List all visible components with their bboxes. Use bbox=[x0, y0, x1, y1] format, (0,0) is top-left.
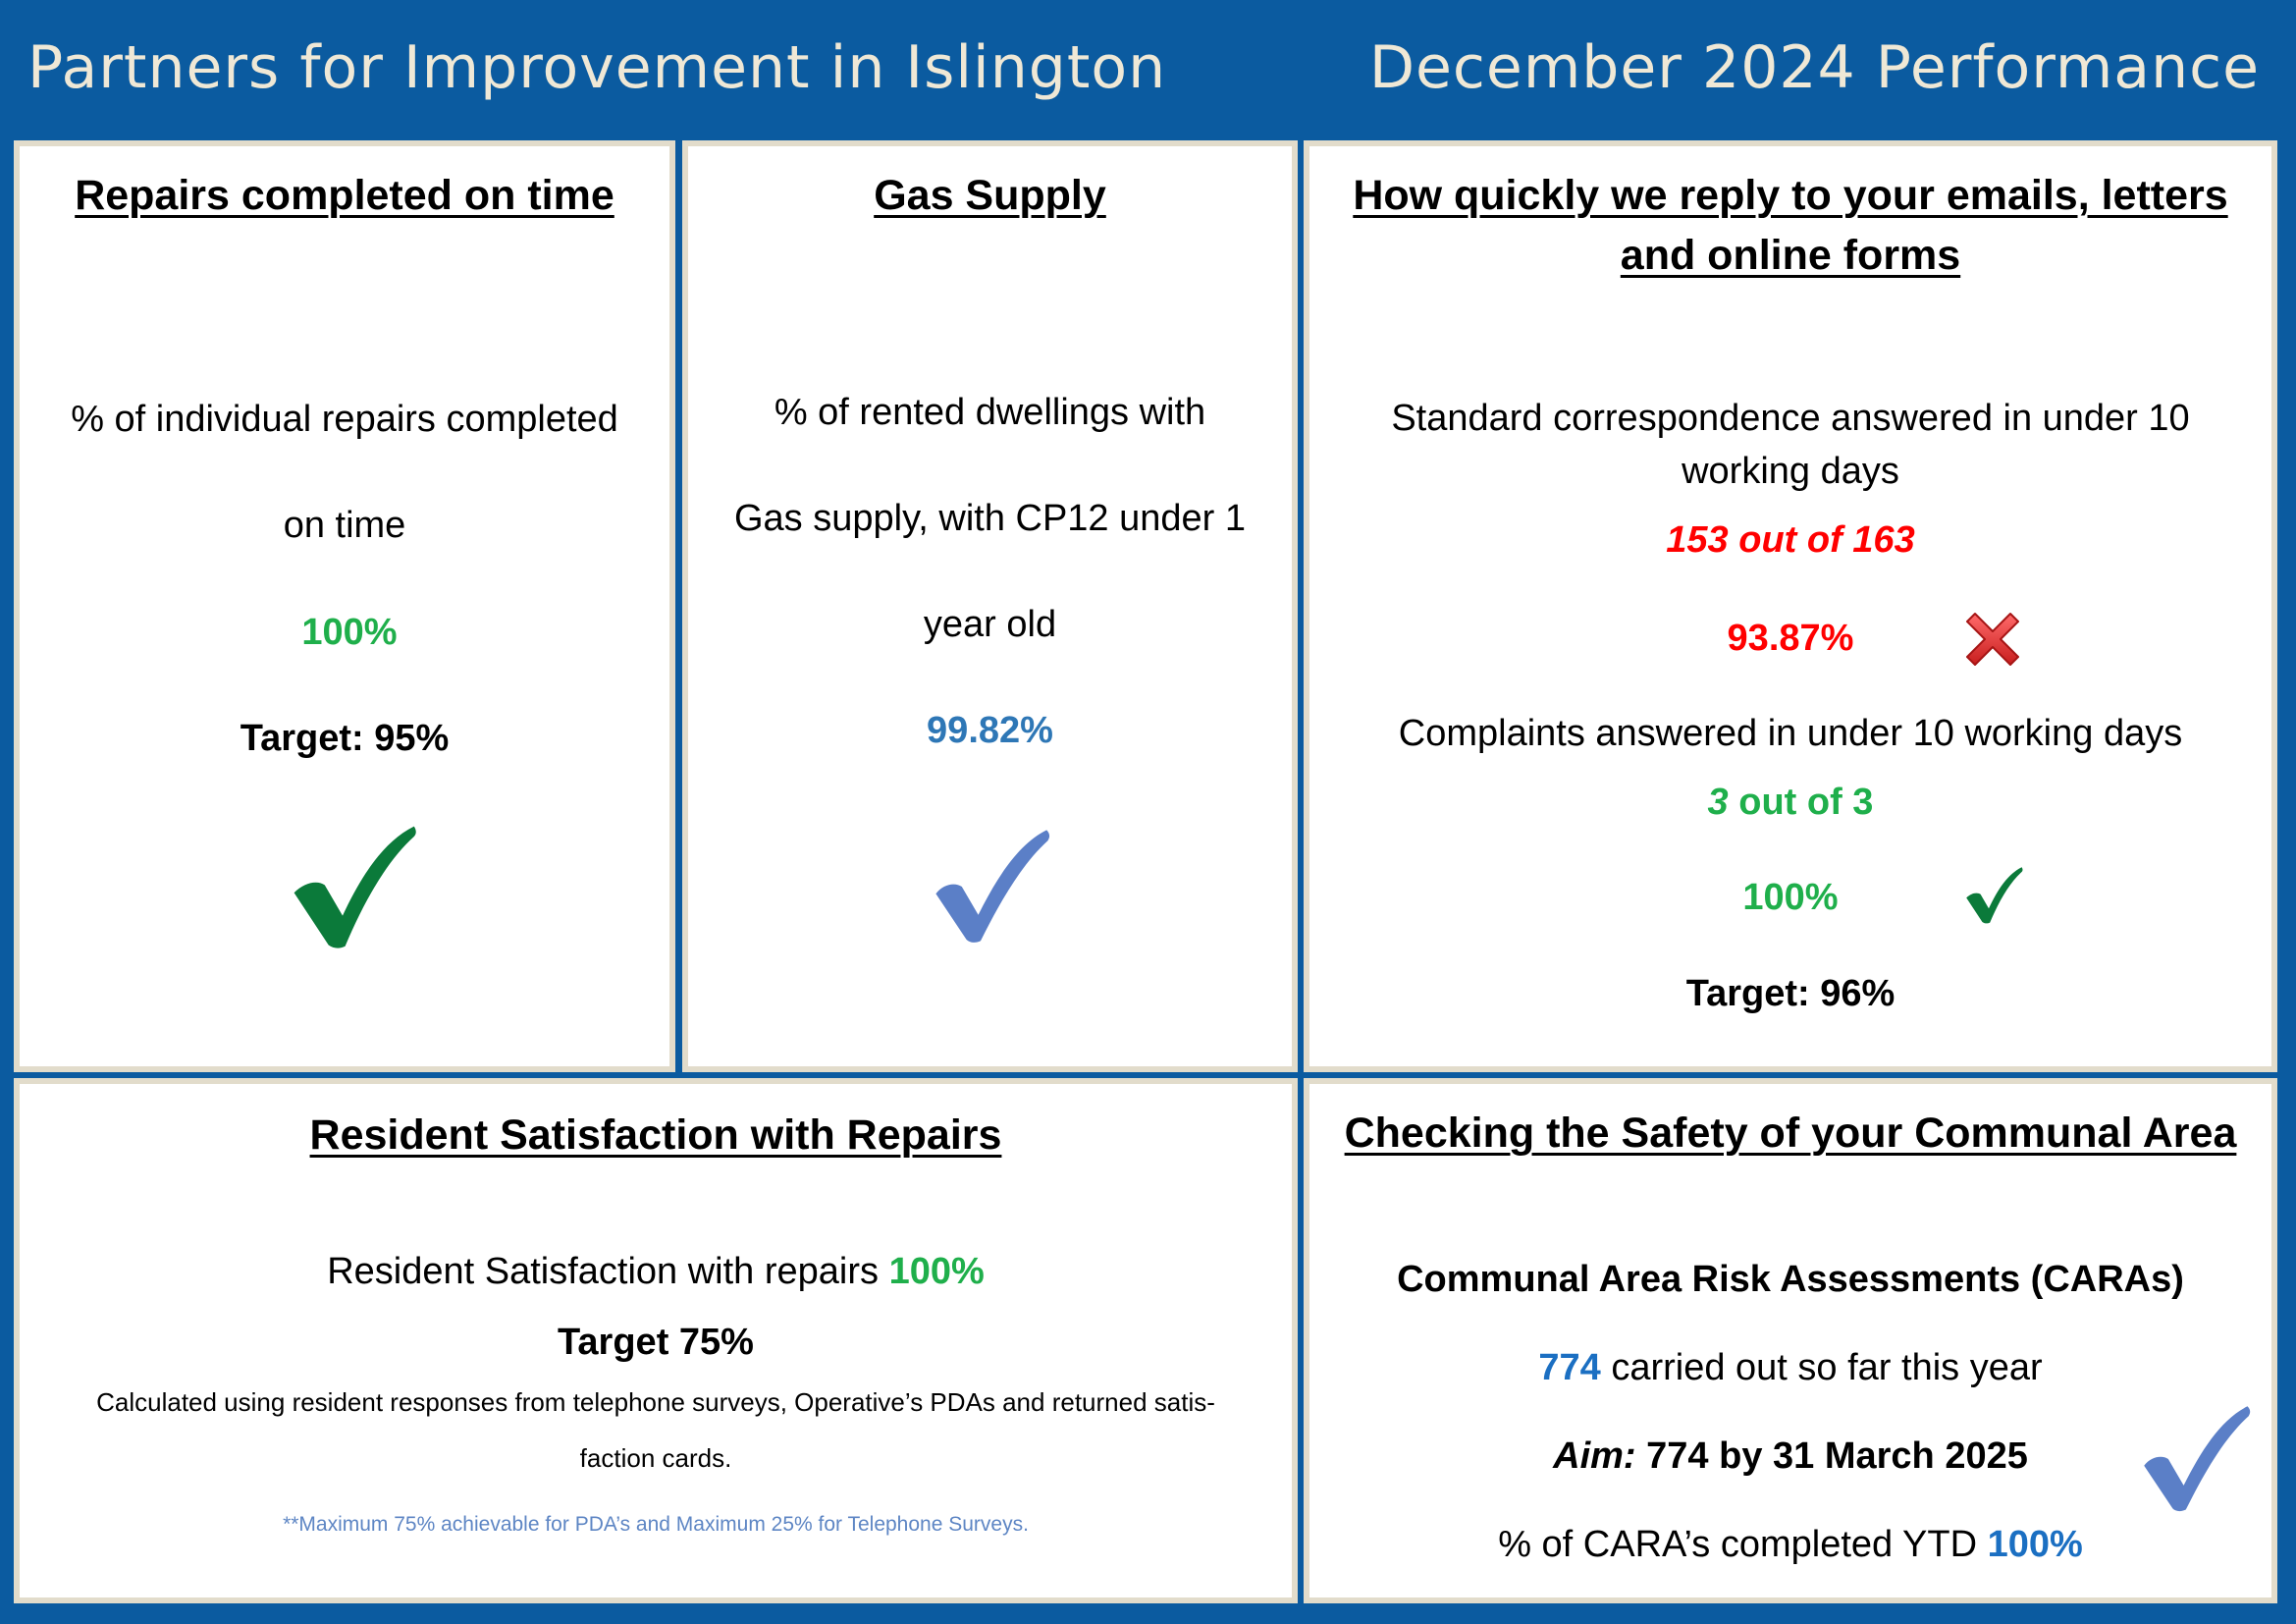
repairs-value: 100% bbox=[301, 612, 398, 653]
panel-title-line2: and online forms bbox=[1620, 232, 1961, 279]
standard-correspondence-count: 153 out of 163 bbox=[1666, 519, 1915, 561]
panel-title: Resident Satisfaction with Repairs bbox=[309, 1111, 1002, 1159]
panel-title-line1: How quickly we reply to your emails, let… bbox=[1353, 172, 2228, 219]
gas-description-line3: year old bbox=[923, 604, 1057, 645]
resident-satisfaction-panel: Resident Satisfaction with Repairs Resid… bbox=[14, 1078, 1298, 1603]
cara-subtitle: Communal Area Risk Assessments (CARAs) bbox=[1397, 1259, 2184, 1300]
cara-carried-out: 774 carried out so far this year bbox=[1538, 1347, 2043, 1388]
green-check-icon bbox=[294, 826, 416, 948]
complaints-value: 100% bbox=[1742, 877, 1839, 918]
repairs-panel: Repairs completed on time % of individua… bbox=[14, 140, 675, 1072]
panel-title: Gas Supply bbox=[874, 172, 1106, 219]
satisfaction-note-line2: faction cards. bbox=[579, 1443, 732, 1473]
cara-aim: Aim: 774 by 31 March 2025 bbox=[1553, 1435, 2028, 1477]
standard-correspondence-label-line1: Standard correspondence answered in unde… bbox=[1391, 398, 2190, 439]
gas-value: 99.82% bbox=[927, 710, 1053, 751]
page-title: Partners for Improvement in Islington bbox=[27, 33, 1167, 102]
red-cross-icon bbox=[1966, 613, 2019, 666]
standard-correspondence-label-line2: working days bbox=[1682, 451, 1899, 492]
green-check-icon bbox=[1966, 867, 2023, 924]
satisfaction-footnote: **Maximum 75% achievable for PDA’s and M… bbox=[283, 1513, 1029, 1536]
complaints-count: 3 out of 3 bbox=[1707, 782, 1874, 823]
repairs-description-line1: % of individual repairs completed bbox=[71, 399, 618, 440]
gas-supply-panel: Gas Supply % of rented dwellings with Ga… bbox=[682, 140, 1298, 1072]
cara-ytd: % of CARA’s completed YTD 100% bbox=[1498, 1524, 2083, 1565]
gas-description-line1: % of rented dwellings with bbox=[774, 392, 1206, 433]
report-period: December 2024 Performance bbox=[1368, 33, 2260, 102]
correspondence-panel: How quickly we reply to your emails, let… bbox=[1304, 140, 2277, 1072]
panel-title: Repairs completed on time bbox=[75, 172, 614, 219]
blue-check-icon bbox=[2144, 1406, 2251, 1512]
repairs-target: Target: 95% bbox=[240, 718, 450, 759]
communal-safety-panel: Checking the Safety of your Communal Are… bbox=[1304, 1078, 2277, 1603]
panel-title: Checking the Safety of your Communal Are… bbox=[1344, 1110, 2237, 1157]
satisfaction-target: Target 75% bbox=[558, 1322, 754, 1363]
correspondence-target: Target: 96% bbox=[1685, 973, 1896, 1014]
page-header: Partners for Improvement in Islington De… bbox=[0, 0, 2296, 142]
gas-description-line2: Gas supply, with CP12 under 1 bbox=[733, 498, 1246, 539]
standard-correspondence-value: 93.87% bbox=[1727, 618, 1854, 659]
satisfaction-note-line1: Calculated using resident responses from… bbox=[96, 1387, 1215, 1417]
blue-check-icon bbox=[935, 830, 1050, 943]
repairs-description-line2: on time bbox=[283, 505, 406, 546]
satisfaction-line: Resident Satisfaction with repairs 100% bbox=[327, 1251, 985, 1292]
complaints-label: Complaints answered in under 10 working … bbox=[1398, 713, 2183, 754]
